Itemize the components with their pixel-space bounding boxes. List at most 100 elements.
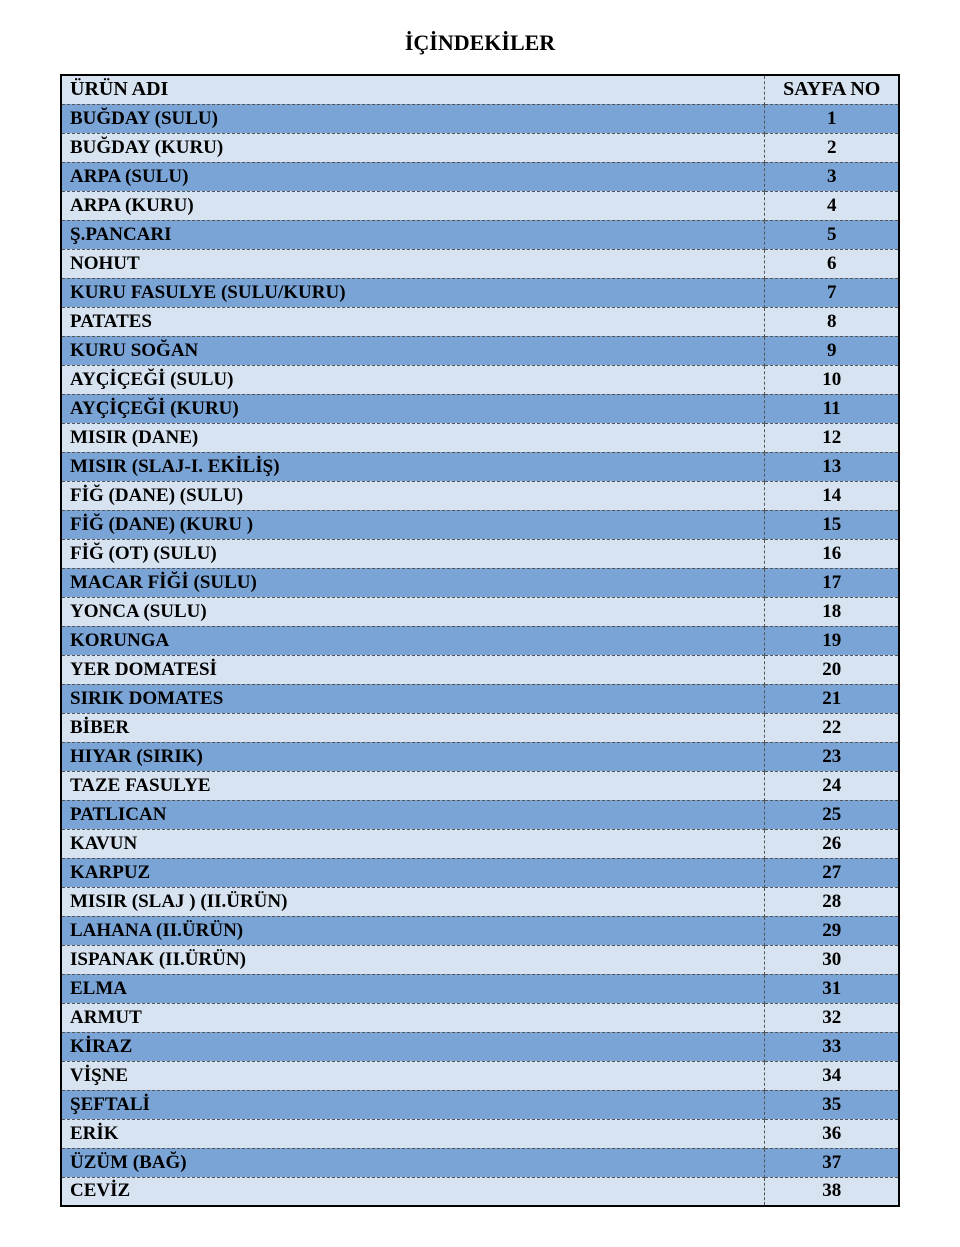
table-row: ERİK36 (61, 1119, 899, 1148)
row-product-name: ERİK (61, 1119, 765, 1148)
row-page-number: 24 (765, 771, 899, 800)
row-product-name: BUĞDAY (SULU) (61, 104, 765, 133)
row-product-name: MISIR (SLAJ-I. EKİLİŞ) (61, 452, 765, 481)
row-product-name: KURU FASULYE (SULU/KURU) (61, 278, 765, 307)
table-row: HIYAR (SIRIK)23 (61, 742, 899, 771)
row-product-name: AYÇİÇEĞİ (KURU) (61, 394, 765, 423)
table-row: AYÇİÇEĞİ (SULU)10 (61, 365, 899, 394)
row-page-number: 5 (765, 220, 899, 249)
table-row: BİBER22 (61, 713, 899, 742)
row-page-number: 15 (765, 510, 899, 539)
row-product-name: MISIR (SLAJ ) (II.ÜRÜN) (61, 887, 765, 916)
row-product-name: FİĞ (OT) (SULU) (61, 539, 765, 568)
row-page-number: 36 (765, 1119, 899, 1148)
table-row: Ş.PANCARI5 (61, 220, 899, 249)
row-product-name: KİRAZ (61, 1032, 765, 1061)
row-product-name: KORUNGA (61, 626, 765, 655)
table-row: ÜZÜM (BAĞ)37 (61, 1148, 899, 1177)
table-row: ARMUT32 (61, 1003, 899, 1032)
row-product-name: PATLICAN (61, 800, 765, 829)
row-page-number: 3 (765, 162, 899, 191)
table-row: LAHANA (II.ÜRÜN)29 (61, 916, 899, 945)
row-page-number: 34 (765, 1061, 899, 1090)
table-row: PATATES8 (61, 307, 899, 336)
table-row: KAVUN26 (61, 829, 899, 858)
table-row: ARPA (KURU)4 (61, 191, 899, 220)
row-page-number: 17 (765, 568, 899, 597)
row-page-number: 11 (765, 394, 899, 423)
row-page-number: 8 (765, 307, 899, 336)
document-title: İÇİNDEKİLER (60, 30, 900, 56)
contents-table: ÜRÜN ADISAYFA NOBUĞDAY (SULU)1BUĞDAY (KU… (60, 74, 900, 1207)
row-product-name: KARPUZ (61, 858, 765, 887)
row-page-number: 4 (765, 191, 899, 220)
row-page-number: 10 (765, 365, 899, 394)
row-page-number: 16 (765, 539, 899, 568)
table-row: ARPA (SULU)3 (61, 162, 899, 191)
table-row: KORUNGA19 (61, 626, 899, 655)
table-row: MISIR (SLAJ ) (II.ÜRÜN)28 (61, 887, 899, 916)
row-product-name: ELMA (61, 974, 765, 1003)
table-row: SIRIK DOMATES21 (61, 684, 899, 713)
row-product-name: ARMUT (61, 1003, 765, 1032)
row-page-number: 22 (765, 713, 899, 742)
row-page-number: 27 (765, 858, 899, 887)
row-product-name: YONCA (SULU) (61, 597, 765, 626)
row-product-name: BİBER (61, 713, 765, 742)
row-product-name: FİĞ (DANE) (KURU ) (61, 510, 765, 539)
row-product-name: CEVİZ (61, 1177, 765, 1206)
row-page-number: 30 (765, 945, 899, 974)
row-page-number: 19 (765, 626, 899, 655)
row-product-name: PATATES (61, 307, 765, 336)
table-row: YONCA (SULU)18 (61, 597, 899, 626)
table-row: KARPUZ27 (61, 858, 899, 887)
row-product-name: ÜZÜM (BAĞ) (61, 1148, 765, 1177)
row-product-name: ŞEFTALİ (61, 1090, 765, 1119)
row-page-number: 14 (765, 481, 899, 510)
table-row: TAZE FASULYE24 (61, 771, 899, 800)
row-page-number: 2 (765, 133, 899, 162)
row-product-name: BUĞDAY (KURU) (61, 133, 765, 162)
table-row: KURU SOĞAN9 (61, 336, 899, 365)
row-page-number: 20 (765, 655, 899, 684)
table-row: YER DOMATESİ20 (61, 655, 899, 684)
row-product-name: AYÇİÇEĞİ (SULU) (61, 365, 765, 394)
row-page-number: 6 (765, 249, 899, 278)
table-row: VİŞNE34 (61, 1061, 899, 1090)
row-page-number: 33 (765, 1032, 899, 1061)
header-page-no: SAYFA NO (765, 75, 899, 104)
row-page-number: 37 (765, 1148, 899, 1177)
table-row: AYÇİÇEĞİ (KURU)11 (61, 394, 899, 423)
row-page-number: 1 (765, 104, 899, 133)
row-product-name: KURU SOĞAN (61, 336, 765, 365)
table-row: FİĞ (DANE) (KURU )15 (61, 510, 899, 539)
table-row: MISIR (SLAJ-I. EKİLİŞ)13 (61, 452, 899, 481)
table-row: FİĞ (DANE) (SULU)14 (61, 481, 899, 510)
row-page-number: 31 (765, 974, 899, 1003)
row-page-number: 29 (765, 916, 899, 945)
row-page-number: 38 (765, 1177, 899, 1206)
row-page-number: 21 (765, 684, 899, 713)
row-product-name: SIRIK DOMATES (61, 684, 765, 713)
row-page-number: 13 (765, 452, 899, 481)
header-product-name: ÜRÜN ADI (61, 75, 765, 104)
row-page-number: 26 (765, 829, 899, 858)
table-row: PATLICAN25 (61, 800, 899, 829)
row-product-name: NOHUT (61, 249, 765, 278)
table-row: KURU FASULYE (SULU/KURU)7 (61, 278, 899, 307)
table-row: FİĞ (OT) (SULU)16 (61, 539, 899, 568)
row-product-name: MACAR FİĞİ (SULU) (61, 568, 765, 597)
row-page-number: 12 (765, 423, 899, 452)
row-page-number: 23 (765, 742, 899, 771)
row-product-name: YER DOMATESİ (61, 655, 765, 684)
row-product-name: LAHANA (II.ÜRÜN) (61, 916, 765, 945)
row-product-name: ISPANAK (II.ÜRÜN) (61, 945, 765, 974)
row-product-name: MISIR (DANE) (61, 423, 765, 452)
row-product-name: Ş.PANCARI (61, 220, 765, 249)
table-row: ELMA31 (61, 974, 899, 1003)
table-body: ÜRÜN ADISAYFA NOBUĞDAY (SULU)1BUĞDAY (KU… (61, 75, 899, 1206)
row-product-name: VİŞNE (61, 1061, 765, 1090)
table-row: MISIR (DANE)12 (61, 423, 899, 452)
row-page-number: 35 (765, 1090, 899, 1119)
table-row: ŞEFTALİ35 (61, 1090, 899, 1119)
